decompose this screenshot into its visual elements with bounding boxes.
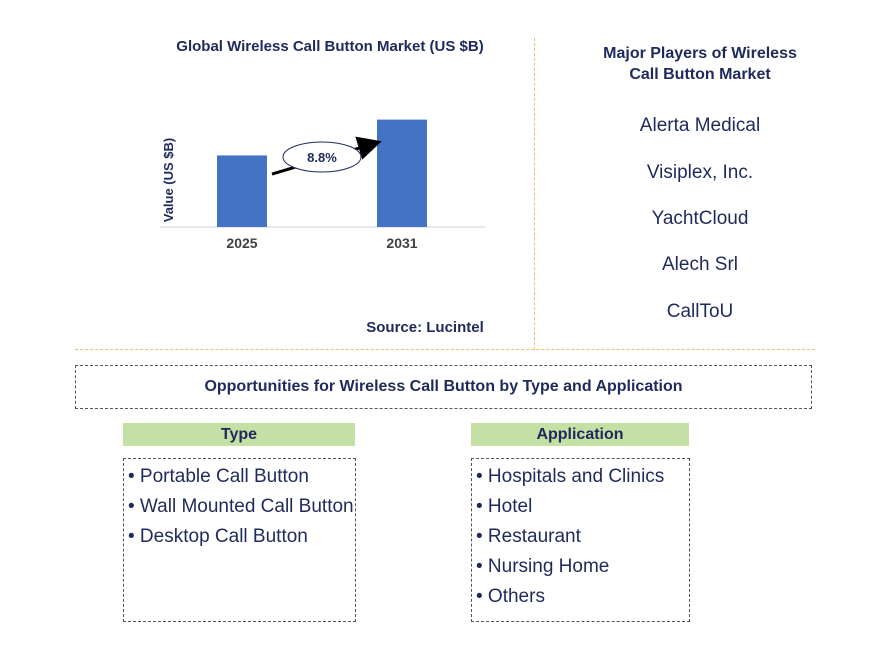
bar-2031 bbox=[377, 119, 427, 227]
chart-title: Global Wireless Call Button Market (US $… bbox=[176, 38, 484, 55]
vertical-divider bbox=[534, 38, 535, 350]
market-bar-chart: Value (US $B) 2025 2031 8.8% bbox=[160, 119, 485, 251]
cagr-annotation: 8.8% bbox=[271, 136, 382, 176]
application-item: • Hotel bbox=[476, 496, 533, 517]
application-item: • Nursing Home bbox=[476, 556, 610, 577]
players-title: Major Players of Wireless Call Button Ma… bbox=[580, 43, 820, 85]
player-item: Visiplex, Inc. bbox=[646, 162, 754, 183]
opportunities-title: Opportunities for Wireless Call Button b… bbox=[75, 365, 812, 409]
bar-2025 bbox=[217, 155, 267, 227]
players-title-line1: Major Players of Wireless bbox=[603, 45, 797, 62]
cagr-label: 8.8% bbox=[307, 150, 337, 165]
type-item: • Desktop Call Button bbox=[128, 526, 308, 547]
type-item: • Portable Call Button bbox=[128, 466, 309, 487]
application-header: Application bbox=[471, 423, 689, 446]
application-item: • Restaurant bbox=[476, 526, 581, 547]
type-list: • Portable Call Button • Wall Mounted Ca… bbox=[123, 458, 356, 622]
player-item: YachtCloud bbox=[651, 208, 749, 229]
application-item: • Others bbox=[476, 586, 545, 607]
player-item: Alerta Medical bbox=[639, 115, 761, 136]
application-list: • Hospitals and Clinics • Hotel • Restau… bbox=[471, 458, 690, 622]
x-tick-label: 2031 bbox=[386, 235, 417, 251]
player-item: Alech Srl bbox=[661, 254, 739, 275]
players-title-line2: Call Button Market bbox=[629, 66, 771, 83]
horizontal-divider bbox=[75, 349, 815, 350]
type-item: • Wall Mounted Call Button bbox=[128, 496, 354, 517]
player-item: CallToU bbox=[666, 301, 734, 322]
type-header: Type bbox=[123, 423, 355, 446]
application-item: • Hospitals and Clinics bbox=[476, 466, 665, 487]
cagr-ellipse bbox=[282, 141, 362, 173]
y-axis-label: Value (US $B) bbox=[161, 138, 176, 223]
x-tick-label: 2025 bbox=[226, 235, 257, 251]
source-label: Source: Lucintel bbox=[366, 319, 484, 336]
